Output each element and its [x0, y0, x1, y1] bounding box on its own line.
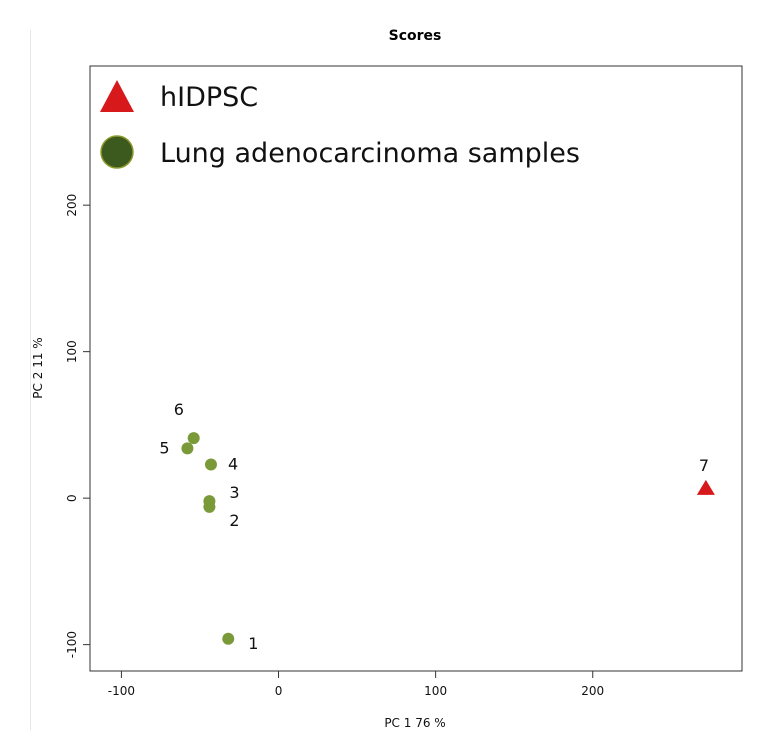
data-point-circle: [187, 432, 200, 445]
data-point-label: 3: [229, 483, 239, 502]
data-point-circle: [204, 458, 217, 471]
y-axis-label: PC 2 11 %: [31, 337, 45, 398]
legend: hIDPSC Lung adenocarcinoma samples: [100, 80, 580, 169]
data-point-label: 5: [159, 438, 169, 457]
y-tick-label: 200: [65, 194, 79, 217]
y-tick-label: 0: [65, 494, 79, 502]
x-axis: -100 0 100 200: [108, 671, 604, 698]
data-point-label: 2: [229, 511, 239, 530]
legend-circle-marker: [100, 135, 134, 169]
x-tick-label: -100: [108, 684, 135, 698]
legend-label: Lung adenocarcinoma samples: [160, 138, 580, 169]
data-point-label: 7: [699, 456, 709, 475]
x-tick-label: 0: [275, 684, 283, 698]
data-point-triangle: [696, 479, 715, 495]
data-point-circle: [203, 495, 216, 508]
plot-frame: [89, 65, 743, 672]
divider: [30, 30, 31, 730]
y-tick-label: 100: [65, 340, 79, 363]
data-point-label: 4: [228, 454, 238, 473]
data-point-label: 6: [174, 400, 184, 419]
x-tick-label: 200: [581, 684, 604, 698]
legend-label: hIDPSC: [160, 82, 258, 113]
data-point-circle: [181, 442, 194, 455]
chart-title: Scores: [389, 28, 442, 44]
legend-triangle-marker: [100, 80, 134, 112]
x-axis-label: PC 1 76 %: [384, 716, 445, 730]
data-points: 1 2 3 4 56 7: [159, 400, 715, 653]
data-point-label: 1: [248, 634, 258, 653]
y-tick-label: -100: [65, 631, 79, 658]
x-tick-label: 100: [424, 684, 447, 698]
y-axis: -100 0 100 200: [65, 194, 90, 658]
data-point-circle: [222, 632, 235, 645]
